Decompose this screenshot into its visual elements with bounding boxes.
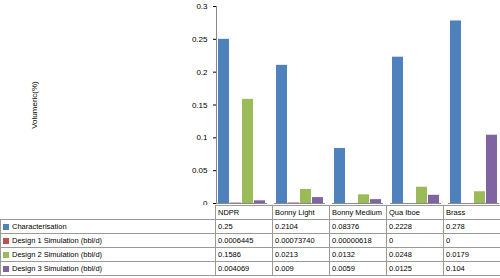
svg-text:0.2: 0.2: [196, 68, 208, 77]
svg-text:0: 0: [203, 199, 208, 205]
html-text:Design 1 Simulation (bbl/d): Design 1 Simulation (bbl/d): [12, 236, 102, 245]
html-text:Design 3 Simulation (bbl/d): Design 3 Simulation (bbl/d): [12, 264, 102, 273]
html-text:0: 0: [389, 236, 394, 245]
html-text:0.104: 0.104: [446, 264, 465, 273]
html-text:0.1586: 0.1586: [218, 250, 241, 259]
html-text:0.0132: 0.0132: [332, 250, 355, 259]
html-text:0.00073740: 0.00073740: [275, 236, 315, 245]
html-text:0.0179: 0.0179: [446, 250, 469, 259]
svg-text:Volumeric(%): Volumeric(%): [30, 81, 39, 129]
html-text:0.0006445: 0.0006445: [218, 236, 254, 245]
html-text:0.08376: 0.08376: [332, 222, 360, 231]
html-text:0: 0: [446, 236, 451, 245]
html-text:0.0125: 0.0125: [389, 264, 412, 273]
html-text:Characterisation: Characterisation: [12, 222, 67, 231]
svg-text:0.1: 0.1: [196, 133, 208, 142]
html-text:0.00000618: 0.00000618: [332, 236, 372, 245]
html-text:0.2228: 0.2228: [389, 222, 412, 231]
html-text:0.278: 0.278: [446, 222, 465, 231]
html-text:Bonny Medium: Bonny Medium: [332, 208, 382, 217]
html-text:0.009: 0.009: [275, 264, 294, 273]
svg-text:0.15: 0.15: [192, 101, 208, 110]
svg-text:0.25: 0.25: [192, 35, 208, 44]
html-text:0.25: 0.25: [218, 222, 233, 231]
html-text:Brass: Brass: [446, 208, 466, 217]
html-text:Design 2 Simulation (bbl/d): Design 2 Simulation (bbl/d): [12, 250, 102, 259]
html-text:NDPR: NDPR: [218, 208, 240, 217]
html-text:Qua Iboe: Qua Iboe: [389, 208, 420, 217]
svg-text:0.05: 0.05: [192, 166, 208, 175]
html-text:Bonny Light: Bonny Light: [275, 208, 315, 217]
html-text:0.0248: 0.0248: [389, 250, 412, 259]
html-text:0.004069: 0.004069: [218, 264, 250, 273]
html-text:0.0059: 0.0059: [332, 264, 355, 273]
html-text:0.0213: 0.0213: [275, 250, 298, 259]
html-text:0.2104: 0.2104: [275, 222, 298, 231]
svg-text:0.3: 0.3: [196, 2, 208, 11]
